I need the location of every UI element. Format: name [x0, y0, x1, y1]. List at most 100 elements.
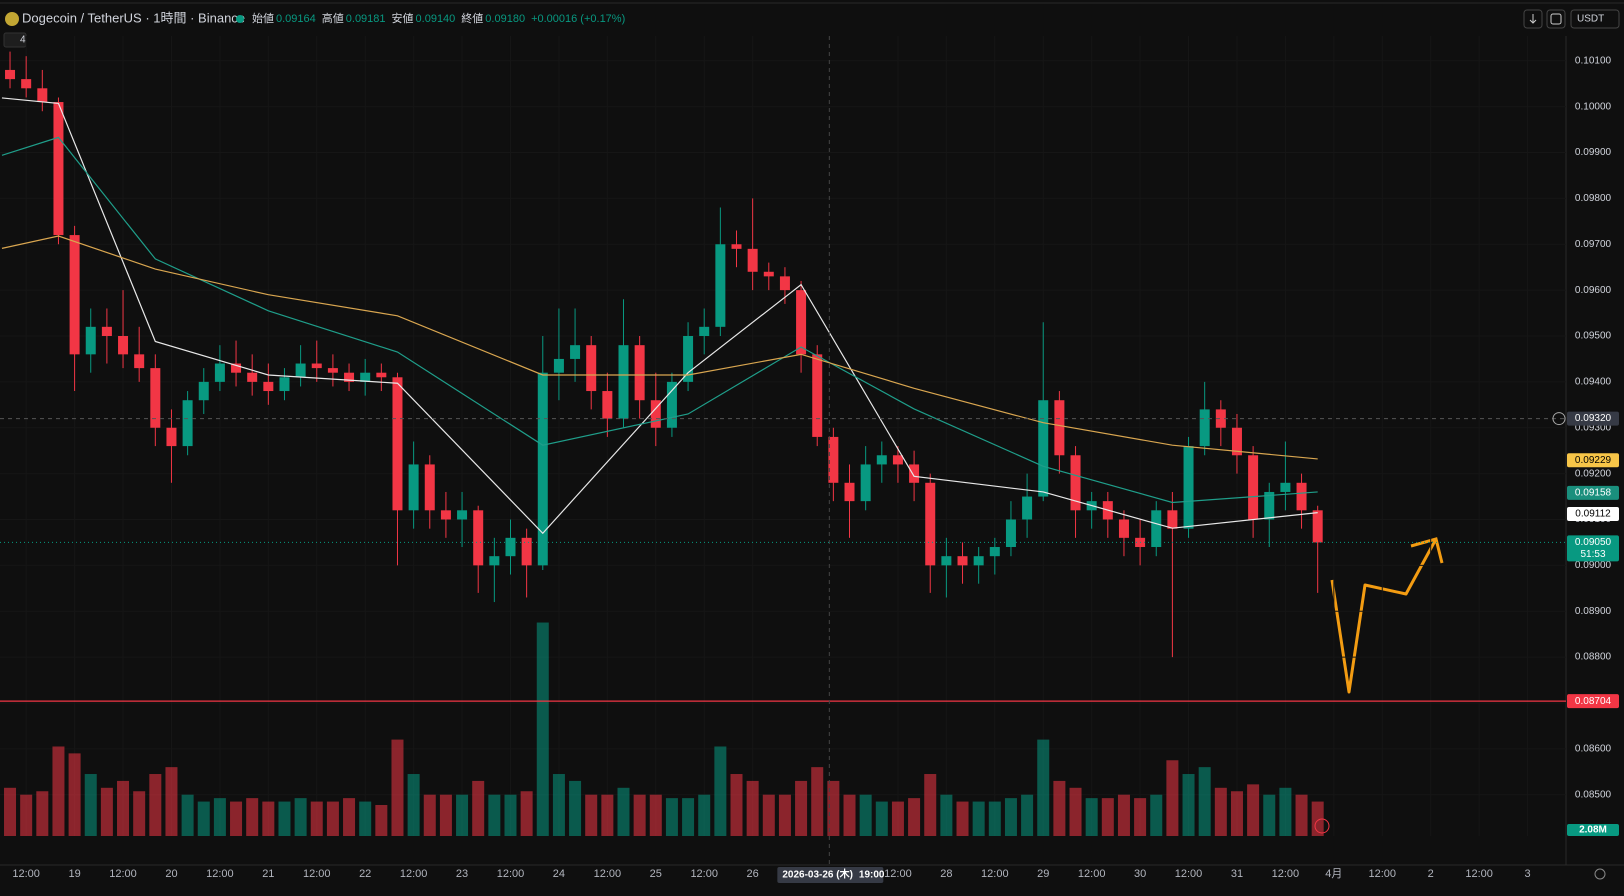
volume-bar	[326, 801, 339, 836]
fullscreen-button[interactable]	[1546, 9, 1566, 29]
volume-bar	[1053, 780, 1066, 836]
price-tag-label: 0.09229	[1575, 455, 1612, 466]
download-button[interactable]	[1523, 9, 1543, 29]
volume-tag	[1567, 824, 1619, 836]
volume-bar	[569, 780, 582, 836]
support-tag	[1567, 694, 1619, 709]
live-dot	[236, 15, 244, 23]
candle-body	[166, 427, 177, 447]
candle-body	[1038, 400, 1049, 497]
volume-bar	[246, 798, 259, 836]
y-tick-label: 0.09200	[1575, 468, 1612, 479]
candle-body	[424, 464, 435, 511]
volume-bar	[1134, 798, 1147, 836]
x-tick-label: 12:00	[12, 868, 40, 880]
candle-body	[392, 377, 403, 511]
volume-bar	[1295, 794, 1308, 836]
x-tick-label: 12:00	[303, 868, 331, 880]
x-tick-label: 23	[456, 868, 468, 880]
candle-body	[118, 336, 129, 355]
candle-body	[989, 547, 1000, 557]
candle-body	[473, 510, 484, 566]
x-tick-label: 4月	[1325, 868, 1342, 880]
candle-body	[1296, 482, 1307, 511]
settings-icon[interactable]	[1594, 868, 1606, 880]
candle-body	[279, 377, 290, 392]
volume-bar	[1117, 794, 1130, 836]
ohlc-label: 安値	[392, 11, 414, 25]
volume-bar	[714, 746, 727, 836]
y-tick-label: 0.09800	[1575, 193, 1612, 204]
volume-bar	[456, 794, 469, 836]
candle-body	[5, 69, 16, 80]
volume-bar	[343, 798, 356, 836]
volume-bar	[278, 801, 291, 836]
candle-body	[1022, 496, 1033, 520]
x-tick-label: 12:00	[1368, 868, 1396, 880]
candle-body	[586, 345, 597, 392]
volume-bar	[924, 774, 937, 836]
candle-body	[634, 345, 645, 401]
price-tag-label: 0.09158	[1575, 488, 1612, 499]
candle-body	[779, 276, 790, 291]
y-tick-label: 0.10000	[1575, 101, 1612, 112]
y-tick-label: 0.09300	[1575, 422, 1612, 433]
candle-body	[683, 336, 694, 382]
volume-bar	[843, 794, 856, 836]
x-tick-label: 12:00	[497, 868, 525, 880]
volume-bar	[181, 794, 194, 836]
candle-body	[553, 358, 564, 373]
volume-bar	[1279, 787, 1292, 836]
chart-title: Dogecoin / TetherUS · 1時間 · Binance	[22, 10, 245, 25]
crosshair-time-bg	[777, 867, 884, 883]
volume-bar	[100, 787, 113, 836]
candle-body	[860, 464, 871, 502]
candle-body	[327, 368, 338, 373]
x-tick-label: 12:00	[1272, 868, 1300, 880]
crosshair-plus[interactable]	[1552, 412, 1566, 426]
volume-bar	[1230, 791, 1243, 836]
candle-body	[570, 345, 581, 359]
indicator-count: 4	[20, 35, 26, 46]
candle-body	[150, 368, 161, 428]
ohlc-label: 高値	[322, 11, 344, 25]
candle-body	[1280, 482, 1291, 492]
y-tick-label: 0.08500	[1575, 789, 1612, 800]
volume-bar	[762, 794, 775, 836]
candle-body	[1215, 409, 1226, 428]
candle-body	[311, 363, 322, 369]
candle-body	[699, 326, 710, 336]
x-tick-label: 29	[1037, 868, 1049, 880]
price-tag	[1567, 453, 1619, 468]
volume-bar	[262, 801, 275, 836]
x-tick-label: 12:00	[981, 868, 1009, 880]
candle-body	[134, 354, 145, 369]
candle-body	[828, 436, 839, 483]
x-tick-label: 12:00	[206, 868, 234, 880]
y-tick-label: 0.09600	[1575, 285, 1612, 296]
currency-button[interactable]	[1570, 9, 1620, 29]
x-tick-label: 25	[650, 868, 662, 880]
x-tick-label: 12:00	[1078, 868, 1106, 880]
candle-body	[1005, 519, 1016, 548]
x-tick-label: 12:00	[690, 868, 718, 880]
candle-body	[214, 363, 225, 382]
x-tick-label: 12:00	[1175, 868, 1203, 880]
volume-bar	[1198, 767, 1211, 836]
candle-body	[360, 372, 371, 382]
ohlc-value: 0.09181	[346, 13, 386, 25]
ohlc-value: 0.09164	[276, 13, 316, 25]
volume-bar	[1069, 787, 1082, 836]
moving-average	[1, 235, 1318, 460]
x-tick-label: 22	[359, 868, 371, 880]
price-tag	[1567, 506, 1619, 521]
x-tick-label: 24	[553, 868, 565, 880]
coin-icon	[5, 12, 19, 26]
x-tick-label: 12:00	[400, 868, 428, 880]
candle-body	[1054, 400, 1065, 456]
candle-body	[1199, 409, 1210, 447]
crosshair-tag	[1567, 411, 1619, 426]
candle-body	[344, 372, 355, 382]
countdown: 51:53	[1580, 549, 1605, 560]
